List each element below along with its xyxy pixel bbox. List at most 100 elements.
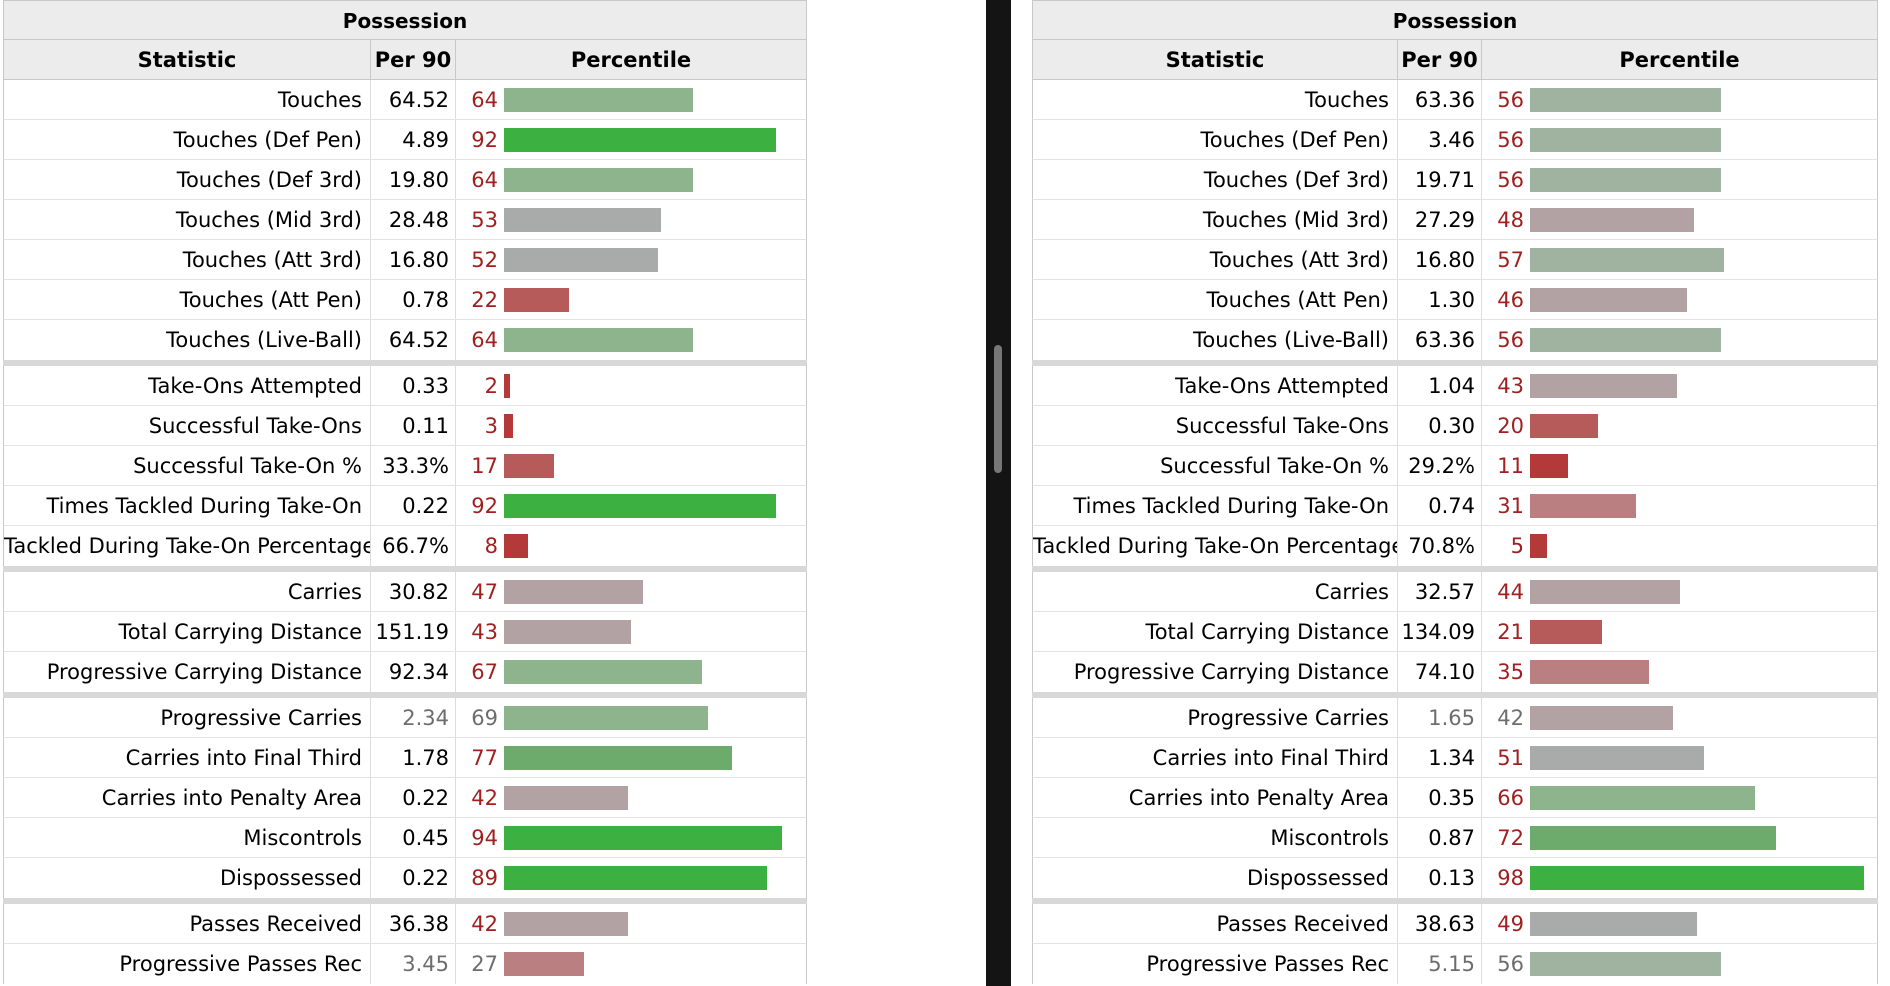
percentile-cell: 56 bbox=[1482, 80, 1877, 119]
percentile-bar-track bbox=[504, 786, 800, 810]
table-row: Carries into Final Third 1.34 51 bbox=[1032, 738, 1878, 778]
per90-value: 36.38 bbox=[371, 904, 456, 943]
per90-value: 70.8% bbox=[1398, 526, 1482, 566]
table-row: Progressive Carrying Distance 92.34 67 bbox=[3, 652, 807, 692]
percentile-value: 57 bbox=[1497, 248, 1524, 272]
table-row: Times Tackled During Take-On 0.74 31 bbox=[1032, 486, 1878, 526]
column-header-per90[interactable]: Per 90 bbox=[1398, 40, 1482, 79]
stat-name: Successful Take-On % bbox=[1033, 446, 1398, 485]
table-body: Touches 63.36 56 Touches (Def Pen) 3.46 56 Tou… bbox=[1032, 80, 1878, 984]
percentile-bar bbox=[504, 746, 732, 770]
percentile-value: 92 bbox=[471, 494, 498, 518]
percentile-bar-track bbox=[1530, 88, 1871, 112]
percentile-cell: 66 bbox=[1482, 778, 1877, 817]
percentile-cell: 53 bbox=[456, 200, 806, 239]
percentile-bar bbox=[1530, 786, 1756, 810]
percentile-value: 64 bbox=[471, 168, 498, 192]
percentile-value: 66 bbox=[1497, 786, 1524, 810]
percentile-bar-track bbox=[1530, 288, 1871, 312]
percentile-bar-track bbox=[1530, 248, 1871, 272]
table-row: Touches (Def Pen) 4.89 92 bbox=[3, 120, 807, 160]
percentile-bar bbox=[504, 660, 703, 684]
stat-name: Touches (Live-Ball) bbox=[1033, 320, 1398, 360]
stat-group: Take-Ons Attempted 0.33 2 Successful Take-O… bbox=[3, 366, 807, 572]
percentile-value: 89 bbox=[471, 866, 498, 890]
table-row: Take-Ons Attempted 1.04 43 bbox=[1032, 366, 1878, 406]
table-row: Dispossessed 0.13 98 bbox=[1032, 858, 1878, 898]
scrollbar-thumb[interactable] bbox=[994, 345, 1002, 473]
percentile-cell: 44 bbox=[1482, 572, 1877, 611]
percentile-bar-track bbox=[1530, 454, 1871, 478]
column-header-percentile[interactable]: Percentile bbox=[570, 48, 692, 72]
percentile-value: 64 bbox=[471, 328, 498, 352]
per90-value: 0.33 bbox=[371, 366, 456, 405]
table-row: Touches (Mid 3rd) 28.48 53 bbox=[3, 200, 807, 240]
percentile-bar-track bbox=[504, 826, 800, 850]
stat-name: Progressive Passes Rec bbox=[1033, 944, 1398, 984]
stat-name: Total Carrying Distance bbox=[4, 612, 371, 651]
percentile-cell: 43 bbox=[1482, 366, 1877, 405]
table-row: Tackled During Take-On Percentage 66.7% 8 bbox=[3, 526, 807, 566]
percentile-bar-track bbox=[1530, 786, 1871, 810]
percentile-bar bbox=[504, 248, 658, 272]
table-row: Successful Take-Ons 0.30 20 bbox=[1032, 406, 1878, 446]
percentile-bar-track bbox=[1530, 660, 1871, 684]
table-row: Times Tackled During Take-On 0.22 92 bbox=[3, 486, 807, 526]
percentile-bar bbox=[1530, 952, 1721, 976]
stat-name: Touches (Mid 3rd) bbox=[1033, 200, 1398, 239]
per90-value: 3.46 bbox=[1398, 120, 1482, 159]
percentile-bar-track bbox=[1530, 374, 1871, 398]
per90-value: 64.52 bbox=[371, 320, 456, 360]
per90-value: 1.78 bbox=[371, 738, 456, 777]
table-row: Touches (Att Pen) 0.78 22 bbox=[3, 280, 807, 320]
percentile-cell: 51 bbox=[1482, 738, 1877, 777]
stat-name: Carries into Penalty Area bbox=[1033, 778, 1398, 817]
per90-value: 0.87 bbox=[1398, 818, 1482, 857]
column-header-statistic[interactable]: Statistic bbox=[4, 40, 371, 79]
percentile-bar-track bbox=[1530, 912, 1871, 936]
per90-value: 0.74 bbox=[1398, 486, 1482, 525]
column-header-statistic[interactable]: Statistic bbox=[1033, 40, 1398, 79]
table-row: Carries 30.82 47 bbox=[3, 572, 807, 612]
percentile-value: 56 bbox=[1497, 952, 1524, 976]
column-header-percentile[interactable]: Percentile bbox=[1619, 48, 1740, 72]
percentile-cell: 52 bbox=[456, 240, 806, 279]
per90-value: 19.71 bbox=[1398, 160, 1482, 199]
table-row: Touches (Def 3rd) 19.80 64 bbox=[3, 160, 807, 200]
percentile-value: 21 bbox=[1497, 620, 1524, 644]
stat-group: Touches 64.52 64 Touches (Def Pen) 4.89 92 Tou… bbox=[3, 80, 807, 366]
percentile-cell: 47 bbox=[456, 572, 806, 611]
stat-name: Carries into Penalty Area bbox=[4, 778, 371, 817]
per90-value: 63.36 bbox=[1398, 80, 1482, 119]
stat-name: Touches (Att Pen) bbox=[1033, 280, 1398, 319]
stat-name: Progressive Carrying Distance bbox=[1033, 652, 1398, 692]
percentile-value: 72 bbox=[1497, 826, 1524, 850]
percentile-value: 56 bbox=[1497, 168, 1524, 192]
percentile-cell: 49 bbox=[1482, 904, 1877, 943]
table-row: Touches (Def 3rd) 19.71 56 bbox=[1032, 160, 1878, 200]
table-row: Touches (Def Pen) 3.46 56 bbox=[1032, 120, 1878, 160]
stat-name: Total Carrying Distance bbox=[1033, 612, 1398, 651]
percentile-value: 42 bbox=[471, 786, 498, 810]
percentile-value: 48 bbox=[1497, 208, 1524, 232]
percentile-bar bbox=[1530, 208, 1694, 232]
percentile-value: 31 bbox=[1497, 494, 1524, 518]
percentile-value: 42 bbox=[471, 912, 498, 936]
column-header-per90[interactable]: Per 90 bbox=[371, 40, 456, 79]
percentile-value: 3 bbox=[484, 414, 498, 438]
percentile-bar-track bbox=[504, 866, 800, 890]
per90-value: 1.04 bbox=[1398, 366, 1482, 405]
percentile-cell: 27 bbox=[456, 944, 806, 984]
percentile-value: 8 bbox=[484, 534, 498, 558]
per90-value: 1.34 bbox=[1398, 738, 1482, 777]
stat-name: Passes Received bbox=[4, 904, 371, 943]
percentile-cell: 92 bbox=[456, 120, 806, 159]
stat-group: Touches 63.36 56 Touches (Def Pen) 3.46 56 Tou… bbox=[1032, 80, 1878, 366]
table-row: Progressive Passes Rec 3.45 27 bbox=[3, 944, 807, 984]
percentile-value: 53 bbox=[471, 208, 498, 232]
percentile-value: 43 bbox=[471, 620, 498, 644]
per90-value: 38.63 bbox=[1398, 904, 1482, 943]
percentile-cell: 43 bbox=[456, 612, 806, 651]
percentile-bar bbox=[1530, 88, 1721, 112]
stat-name: Progressive Carrying Distance bbox=[4, 652, 371, 692]
